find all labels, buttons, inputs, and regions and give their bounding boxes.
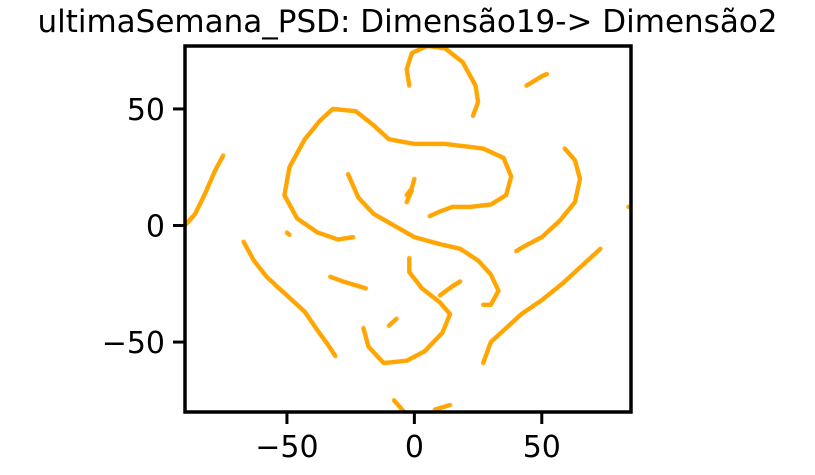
y-axis: −50 0 50: [102, 93, 185, 361]
data-point: [457, 279, 463, 284]
data-point: [427, 213, 433, 219]
y-tick-label: −50: [102, 326, 165, 361]
plot-area: [185, 46, 631, 412]
data-point: [480, 360, 486, 366]
x-tick-label: 0: [405, 430, 424, 465]
data-point: [514, 248, 519, 254]
data-point: [394, 316, 399, 322]
data-point: [361, 325, 366, 331]
data-point: [447, 402, 453, 408]
chart-title: ultimaSemana_PSD: Dimensão19-> Dimensão2: [37, 4, 778, 40]
data-point: [544, 71, 550, 77]
x-tick-label: 50: [523, 430, 561, 465]
data-point: [480, 302, 486, 308]
data-point: [333, 353, 338, 359]
data-point: [409, 188, 415, 193]
y-tick-label: 50: [127, 93, 165, 128]
data-point: [363, 286, 369, 291]
data-point: [470, 113, 476, 119]
plot-frame: [183, 44, 633, 414]
x-tick-label: −50: [255, 430, 318, 465]
data-point: [220, 153, 226, 158]
y-tick-label: 0: [146, 210, 165, 245]
data-point: [412, 176, 417, 182]
x-axis: −50 0 50: [255, 412, 561, 465]
data-point: [287, 232, 292, 238]
